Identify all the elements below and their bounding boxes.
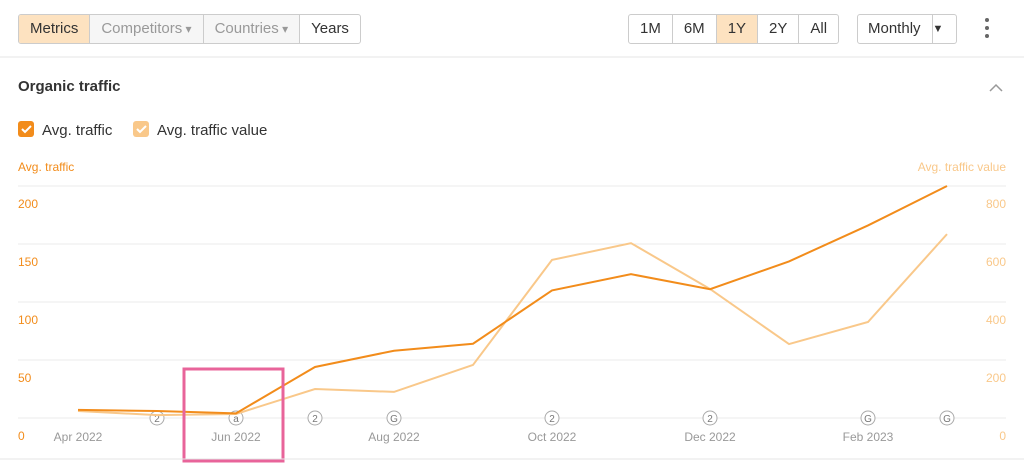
- y-tick-label: 0: [18, 429, 25, 443]
- series-line: [77, 233, 948, 417]
- legend-checkbox[interactable]: [133, 121, 149, 137]
- metric-tabs: Metrics Competitors Countries Years: [18, 14, 361, 44]
- annotation-label: 2: [549, 414, 555, 425]
- y-tick-label: 200: [18, 197, 38, 211]
- y-tick-label: 100: [18, 313, 38, 327]
- annotation-label: 2: [707, 414, 713, 425]
- y2-tick-label: 600: [986, 255, 1006, 269]
- y2-tick-label: 400: [986, 313, 1006, 327]
- y2-tick-label: 800: [986, 197, 1006, 211]
- annotation-label: a: [233, 414, 239, 425]
- section-title: Organic traffic: [18, 78, 121, 95]
- legend-check: [136, 125, 147, 134]
- tab[interactable]: Metrics: [19, 15, 91, 43]
- annotation-label: G: [943, 414, 951, 425]
- y-tick-label: 50: [18, 371, 32, 385]
- y2-tick-label: 200: [986, 371, 1006, 385]
- annotation-marker[interactable]: [544, 410, 560, 426]
- period[interactable]: 6M: [673, 15, 717, 43]
- tab[interactable]: Competitors: [90, 15, 204, 43]
- x-tick-label: Aug 2022: [368, 430, 420, 444]
- annotation-label: G: [864, 414, 872, 425]
- annotation-marker[interactable]: [702, 410, 718, 426]
- interval-dropdown[interactable]: Monthly ▼: [857, 14, 957, 44]
- legend-label[interactable]: Avg. traffic value: [157, 122, 267, 139]
- period-tabs: 1M 6M 1Y 2Y All: [628, 14, 840, 44]
- highlight: [182, 367, 285, 463]
- period[interactable]: 2Y: [758, 15, 800, 43]
- legend-checkbox[interactable]: [18, 121, 34, 137]
- kebab[interactable]: [985, 18, 989, 38]
- y2-tick-label: 0: [999, 429, 1006, 443]
- period[interactable]: 1M: [629, 15, 673, 43]
- y-axis-title: Avg. traffic: [18, 160, 74, 174]
- x-tick-label: Apr 2022: [54, 430, 103, 444]
- series-line: [77, 185, 948, 415]
- y2-axis-title: Avg. traffic value: [918, 160, 1007, 174]
- tab[interactable]: Countries: [203, 15, 301, 43]
- annotation-label: 2: [154, 414, 160, 425]
- annotation-marker[interactable]: [307, 410, 323, 426]
- period[interactable]: 1Y: [716, 15, 759, 43]
- legend-label[interactable]: Avg. traffic: [42, 122, 113, 139]
- collapse[interactable]: [989, 83, 1003, 92]
- annotation-marker[interactable]: [386, 410, 402, 426]
- annotation-marker[interactable]: [939, 410, 955, 426]
- caret: ▼: [932, 23, 944, 35]
- interval[interactable]: Monthly: [858, 15, 933, 43]
- period[interactable]: All: [810, 20, 828, 37]
- tab[interactable]: Years: [311, 20, 349, 37]
- x-tick-label: Oct 2022: [528, 430, 577, 444]
- x-tick-label: Jun 2022: [211, 430, 261, 444]
- x-tick-label: Dec 2022: [684, 430, 736, 444]
- y-tick-label: 150: [18, 255, 38, 269]
- annotation-marker[interactable]: [860, 410, 876, 426]
- annotation-label: 2: [312, 414, 318, 425]
- legend-check: [21, 125, 32, 134]
- x-tick-label: Feb 2023: [843, 430, 894, 444]
- annotation-label: G: [390, 414, 398, 425]
